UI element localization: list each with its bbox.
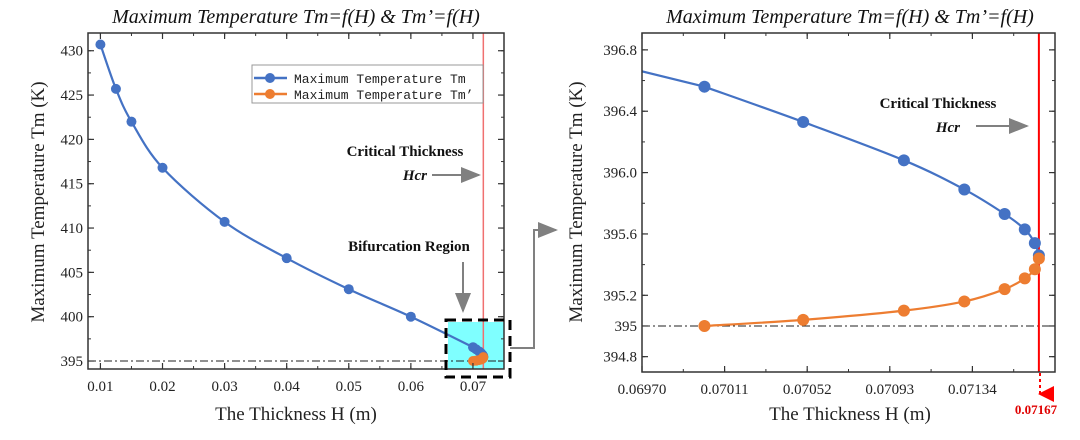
legend: Maximum Temperature Tm Maximum Temperatu…	[251, 64, 484, 104]
right-y-tick-label: 396.8	[603, 43, 637, 59]
right-x-tick-label: 0.06970	[618, 382, 667, 398]
legend-box	[251, 64, 484, 104]
left-data-point-tm	[343, 284, 354, 295]
right-data-point-tm-prime	[1028, 263, 1041, 276]
right-data-point-tm-prime	[698, 319, 711, 332]
left-x-tick-label: 0.06	[398, 379, 425, 395]
left-data-point-tm	[110, 83, 121, 94]
bifurcation-region-dashed-box	[444, 318, 512, 379]
left-chart-title: Maximum Temperature Tm=f(H) & Tm’=f(H)	[111, 6, 480, 28]
right-chart-title: Maximum Temperature Tm=f(H) & Tm’=f(H)	[665, 6, 1034, 28]
right-x-tick-label: 0.07052	[783, 382, 832, 398]
left-data-point-tm	[95, 39, 106, 50]
right-series-line-tm-prime	[704, 258, 1040, 328]
right-data-point-tm	[998, 208, 1011, 221]
plot-layer: 0.01 0.02 0.03 0.04 0.05 0.06 0.07 395 400 405 410…	[61, 32, 1056, 398]
right-data-point-tm	[698, 80, 711, 93]
right-y-tick-label: 396.4	[603, 104, 637, 120]
left-y-tick-label: 405	[61, 265, 84, 281]
right-y-axis-label: Maximum Temperature Tm (K)	[566, 81, 587, 322]
legend-marker-tm-prime	[265, 89, 275, 99]
right-data-point-tm	[897, 154, 910, 167]
bifurcation-region-label: Bifurcation Region	[348, 239, 470, 255]
left-x-tick-label: 0.01	[87, 379, 113, 395]
right-x-tick-label: 0.07011	[700, 382, 748, 398]
critical-value-label: 0.07167	[1015, 402, 1058, 417]
right-y-tick-label: 396.0	[603, 166, 637, 182]
right-data-point-tm-prime	[1018, 272, 1031, 285]
left-y-tick-label: 400	[61, 310, 84, 326]
right-data-point-tm	[1028, 237, 1041, 250]
right-y-tick-label: 395.6	[603, 227, 637, 243]
right-data-point-tm-prime	[998, 283, 1011, 296]
left-data-point-tm	[157, 162, 168, 173]
right-data-point-tm-prime	[897, 304, 910, 317]
left-x-axis-label: The Thickness H (m)	[215, 404, 377, 425]
right-data-point-tm	[958, 183, 971, 196]
right-y-tick-label: 395.2	[603, 288, 637, 304]
legend-label-tm: Maximum Temperature Tm	[294, 72, 466, 87]
left-hcr-label: Hcr	[402, 168, 427, 184]
right-data-point-tm-prime	[797, 313, 810, 326]
right-data-point-tm	[1018, 223, 1031, 236]
left-y-tick-label: 425	[61, 88, 84, 104]
right-y-tick-label: 394.8	[603, 350, 637, 366]
left-critical-thickness-label: Critical Thickness	[347, 144, 464, 160]
right-data-point-tm	[797, 115, 810, 128]
left-plot-area	[88, 33, 504, 369]
right-plot-area	[642, 33, 1055, 372]
left-x-tick-label: 0.07	[460, 379, 487, 395]
right-hcr-label: Hcr	[935, 120, 960, 136]
left-y-tick-label: 410	[61, 221, 84, 237]
left-data-point-tm	[405, 311, 416, 322]
zoom-connector-arrow	[510, 222, 558, 349]
legend-marker-tm	[265, 73, 275, 83]
left-y-tick-label: 430	[61, 44, 84, 60]
left-y-axis-label: Maximum Temperature Tm (K)	[28, 81, 49, 322]
right-critical-thickness-label: Critical Thickness	[880, 96, 997, 112]
right-x-axis-label: The Thickness H (m)	[769, 404, 931, 425]
left-y-tick-label: 395	[61, 354, 84, 370]
right-data-point-tm-prime	[1032, 252, 1045, 265]
left-x-tick-label: 0.03	[211, 379, 237, 395]
legend-label-tm-prime: Maximum Temperature Tm’	[294, 88, 473, 103]
left-data-point-tm	[126, 116, 137, 127]
right-y-tick-label: 395	[615, 319, 638, 335]
right-data-point-tm-prime	[958, 295, 971, 308]
left-y-tick-label: 415	[61, 177, 84, 193]
left-data-point-tm-prime	[478, 352, 489, 363]
left-data-point-tm	[219, 216, 230, 227]
left-x-tick-label: 0.04	[274, 379, 301, 395]
left-data-point-tm	[281, 253, 292, 264]
left-x-tick-label: 0.05	[336, 379, 362, 395]
left-plot-frame	[87, 32, 505, 370]
left-y-tick-label: 420	[61, 132, 84, 148]
right-x-tick-label: 0.07134	[948, 382, 997, 398]
right-x-tick-label: 0.07093	[865, 382, 914, 398]
left-x-tick-label: 0.02	[149, 379, 175, 395]
